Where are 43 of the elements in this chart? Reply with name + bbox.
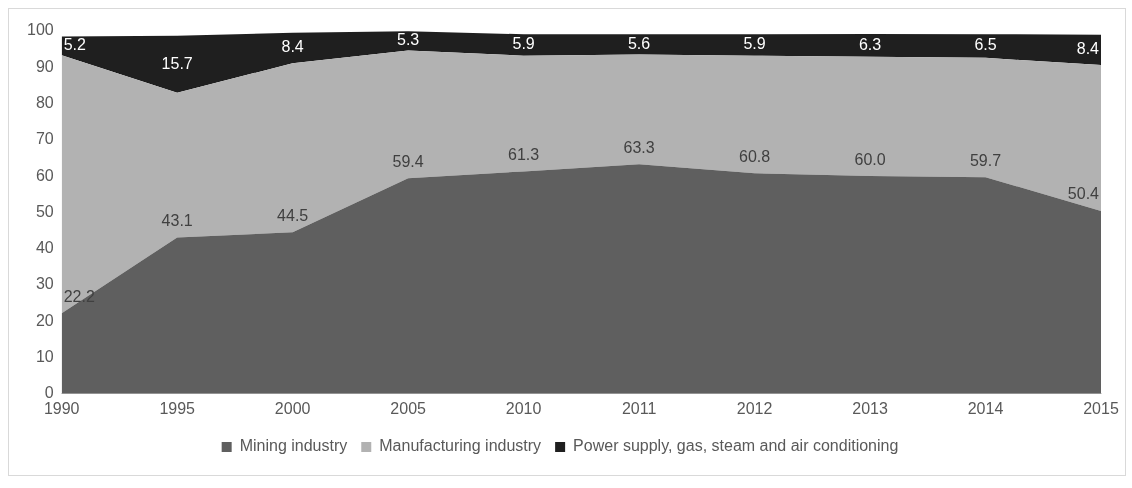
legend-label: Mining industry — [239, 437, 348, 455]
data-label: 63.3 — [623, 138, 655, 156]
x-tick-label: 2005 — [390, 399, 427, 417]
legend-label: Power supply, gas, steam and air conditioning — [573, 437, 899, 455]
x-tick-label: 2015 — [1083, 399, 1119, 417]
data-label: 15.7 — [161, 54, 193, 72]
data-label: 5.2 — [63, 36, 87, 54]
y-tick-label: 50 — [35, 202, 54, 220]
data-label: 61.3 — [508, 145, 540, 163]
y-tick-label: 30 — [35, 275, 54, 293]
data-label: 60.8 — [738, 147, 771, 165]
x-tick-label: 2012 — [736, 399, 773, 417]
data-label: 5.6 — [627, 34, 651, 52]
data-label: 59.4 — [392, 152, 424, 170]
data-label: 6.5 — [974, 36, 997, 54]
x-tick-label: 1990 — [43, 399, 80, 417]
data-label: 8.4 — [1076, 40, 1100, 58]
y-tick-label: 0 — [44, 384, 54, 402]
data-label: 59.7 — [969, 151, 1002, 169]
data-label: 43.1 — [161, 211, 193, 229]
y-tick-label: 90 — [35, 57, 54, 75]
x-tick-label: 2014 — [967, 399, 1004, 417]
y-tick-label: 60 — [35, 166, 54, 184]
data-label: 60.0 — [854, 150, 886, 168]
data-label: 5.9 — [512, 35, 535, 53]
data-label: 50.4 — [1067, 185, 1100, 203]
x-tick-label: 2010 — [505, 399, 542, 417]
data-label: 5.9 — [743, 35, 766, 53]
x-tick-label: 2000 — [274, 399, 311, 417]
y-tick-label: 20 — [35, 311, 54, 329]
y-tick-label: 80 — [35, 93, 54, 111]
x-tick-label: 2013 — [852, 399, 888, 417]
data-label: 8.4 — [281, 38, 304, 56]
y-tick-label: 40 — [35, 239, 54, 257]
y-tick-label: 100 — [26, 21, 54, 39]
y-tick-label: 10 — [35, 347, 54, 365]
x-tick-label: 2011 — [621, 399, 657, 417]
legend-label: Manufacturing industry — [379, 437, 542, 455]
data-label: 6.3 — [858, 35, 882, 53]
x-tick-label: 1995 — [159, 399, 196, 417]
y-tick-label: 70 — [35, 130, 54, 148]
data-label: 44.5 — [277, 206, 309, 224]
data-label: 5.3 — [397, 31, 420, 49]
